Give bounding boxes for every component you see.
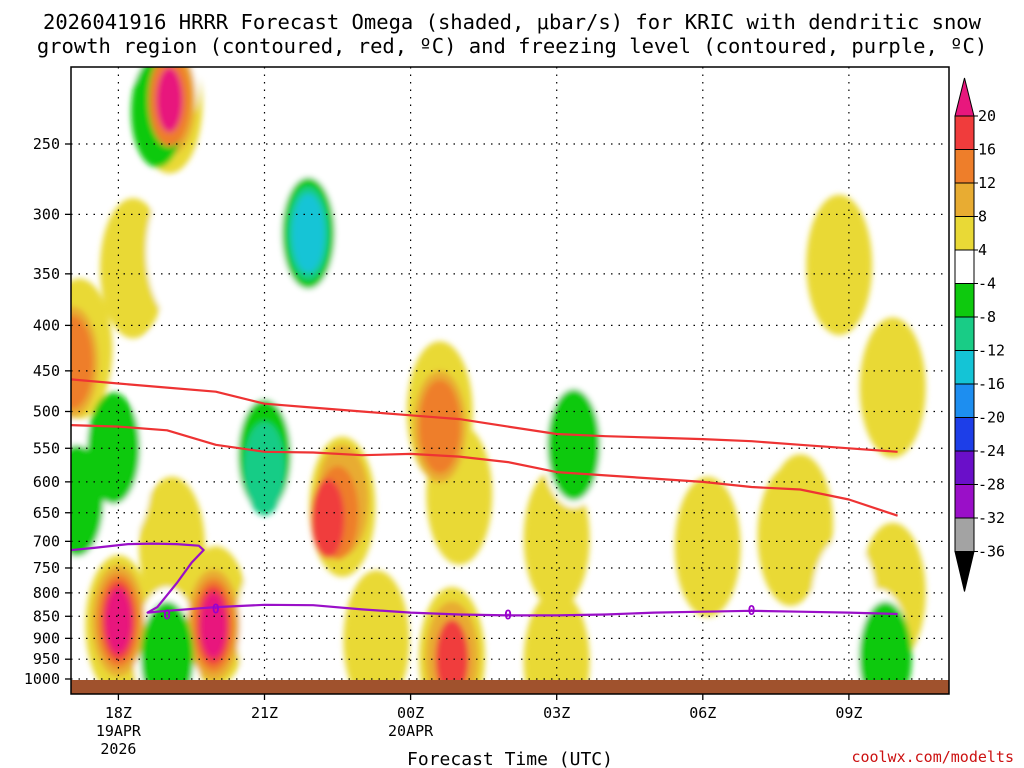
contour-series-0 xyxy=(71,378,898,453)
omega-cell-41 xyxy=(71,444,104,557)
chart-title-line1: 2026041916 HRRR Forecast Omega (shaded, … xyxy=(43,10,982,34)
y-tick-label-300: 300 xyxy=(33,205,60,223)
colorbar-label-4: 4 xyxy=(978,241,987,259)
y-axis-pressure: 250 300 350 400 450 500 550 600 650 700 750 800 850 9… xyxy=(24,135,71,688)
colorbar-bin-4 xyxy=(954,216,975,251)
omega-cell-21 xyxy=(134,325,201,466)
colorbar-label-6: -8 xyxy=(978,308,996,326)
x-tick-label-06Z: 06Z xyxy=(689,704,716,722)
y-tick-label-850: 850 xyxy=(33,607,60,625)
colorbar-label-0: 20 xyxy=(978,107,996,125)
colorbar-bin-11 xyxy=(954,450,975,485)
y-tick-label-500: 500 xyxy=(33,403,60,421)
y-tick-label-350: 350 xyxy=(33,265,60,283)
y-tick-label-1000: 1000 xyxy=(24,670,60,688)
colorbar-label-1: 16 xyxy=(978,141,996,159)
colorbar-bin-5 xyxy=(954,249,975,284)
omega-cell-52 xyxy=(418,379,461,474)
contour-series-2 xyxy=(71,542,898,617)
colorbar-label-7: -12 xyxy=(978,342,1005,360)
freezing-level-label-1: 0 xyxy=(212,602,220,617)
colorbar-bin-3 xyxy=(954,182,975,217)
omega-cell-10 xyxy=(343,570,410,694)
omega-cell-57 xyxy=(311,478,345,559)
x-tick-label-18Z: 18Z xyxy=(105,704,132,722)
omega-cell-62 xyxy=(200,592,227,658)
colorbar-bin-9 xyxy=(954,383,975,418)
colorbar-label-5: -4 xyxy=(978,275,996,293)
omega-cell-59 xyxy=(291,193,325,273)
x-tick-label-09Z: 09Z xyxy=(835,704,862,722)
omega-cell-17 xyxy=(859,317,926,458)
colorbar-bin-13 xyxy=(954,517,975,552)
omega-cell-26 xyxy=(236,557,303,694)
freezing-level-label-2: 0 xyxy=(504,608,512,623)
colorbar-bin-2 xyxy=(954,149,975,184)
colorbar-label-2: 12 xyxy=(978,174,996,192)
credit-text: coolwx.com/modelts xyxy=(851,748,1014,766)
contour-series-1 xyxy=(71,424,898,517)
omega-shading-layer xyxy=(71,67,926,694)
colorbar-label-9: -20 xyxy=(978,409,1005,427)
omega-cell-44 xyxy=(140,601,194,694)
colorbar-bin-10 xyxy=(954,417,975,452)
omega-cell-45 xyxy=(547,389,601,501)
colorbar-bin-bottom xyxy=(954,551,975,592)
y-tick-label-550: 550 xyxy=(33,439,60,457)
colorbar-label-13: -36 xyxy=(978,543,1005,561)
colorbar-bin-1 xyxy=(954,115,975,150)
y-tick-label-450: 450 xyxy=(33,362,60,380)
colorbar-bin-12 xyxy=(954,484,975,519)
colorbar-bin-6 xyxy=(954,283,975,318)
colorbar-label-3: 8 xyxy=(978,208,987,226)
freezing-level-label-0: 0 xyxy=(163,608,171,623)
colorbar-label-12: -32 xyxy=(978,509,1005,527)
y-tick-label-750: 750 xyxy=(33,559,60,577)
x-tick-label-21Z: 21Z xyxy=(251,704,278,722)
x-tick-label-00Z: 00Z xyxy=(397,704,424,722)
colorbar-label-10: -24 xyxy=(978,442,1005,460)
omega-cell-20 xyxy=(146,180,213,322)
y-tick-label-400: 400 xyxy=(33,316,60,334)
colorbar-bin-top xyxy=(954,77,975,117)
freezing-level-label-3: 0 xyxy=(748,604,756,619)
colorbar-bin-7 xyxy=(954,316,975,351)
y-tick-label-600: 600 xyxy=(33,473,60,491)
omega-cell-60 xyxy=(156,67,183,133)
y-tick-label-950: 950 xyxy=(33,650,60,668)
colorbar-label-8: -16 xyxy=(978,375,1005,393)
x-tick-year-18Z: 2026 xyxy=(100,740,136,758)
surface-ground-band xyxy=(71,680,949,694)
y-tick-label-900: 900 xyxy=(33,629,60,647)
surface-band xyxy=(71,680,949,694)
colorbar-label-11: -28 xyxy=(978,476,1005,494)
plot-frame xyxy=(70,66,950,695)
colorbar-bin-8 xyxy=(954,350,975,385)
omega-cell-5 xyxy=(139,476,205,617)
omega-cell-48 xyxy=(71,315,93,409)
chart-title-line2: growth region (contoured, red, ºC) and f… xyxy=(37,34,987,58)
omega-cell-13 xyxy=(674,476,741,617)
x-axis-label: Forecast Time (UTC) xyxy=(407,749,613,768)
omega-cell-16 xyxy=(806,194,873,336)
omega-cell-63 xyxy=(105,588,132,654)
omega-cell-12 xyxy=(523,591,590,694)
y-tick-label-800: 800 xyxy=(33,584,60,602)
omega-cell-54 xyxy=(243,422,286,516)
colorbar-legend: 20 16 12 8 4 -4 -8 -12 -16 -20 -24 -28 -32 -36 xyxy=(954,77,1005,592)
y-tick-label-250: 250 xyxy=(33,135,60,153)
x-tick-label-03Z: 03Z xyxy=(543,704,570,722)
omega-cell-58 xyxy=(435,619,469,694)
contour-layer: 0 0 0 0 xyxy=(71,378,898,623)
x-tick-date-18Z: 19APR xyxy=(96,722,142,740)
y-tick-label-700: 700 xyxy=(33,532,60,550)
omega-cell-46 xyxy=(859,601,912,694)
omega-cell-28 xyxy=(382,169,449,310)
y-tick-label-650: 650 xyxy=(33,504,60,522)
x-tick-date-00Z: 20APR xyxy=(388,722,434,740)
